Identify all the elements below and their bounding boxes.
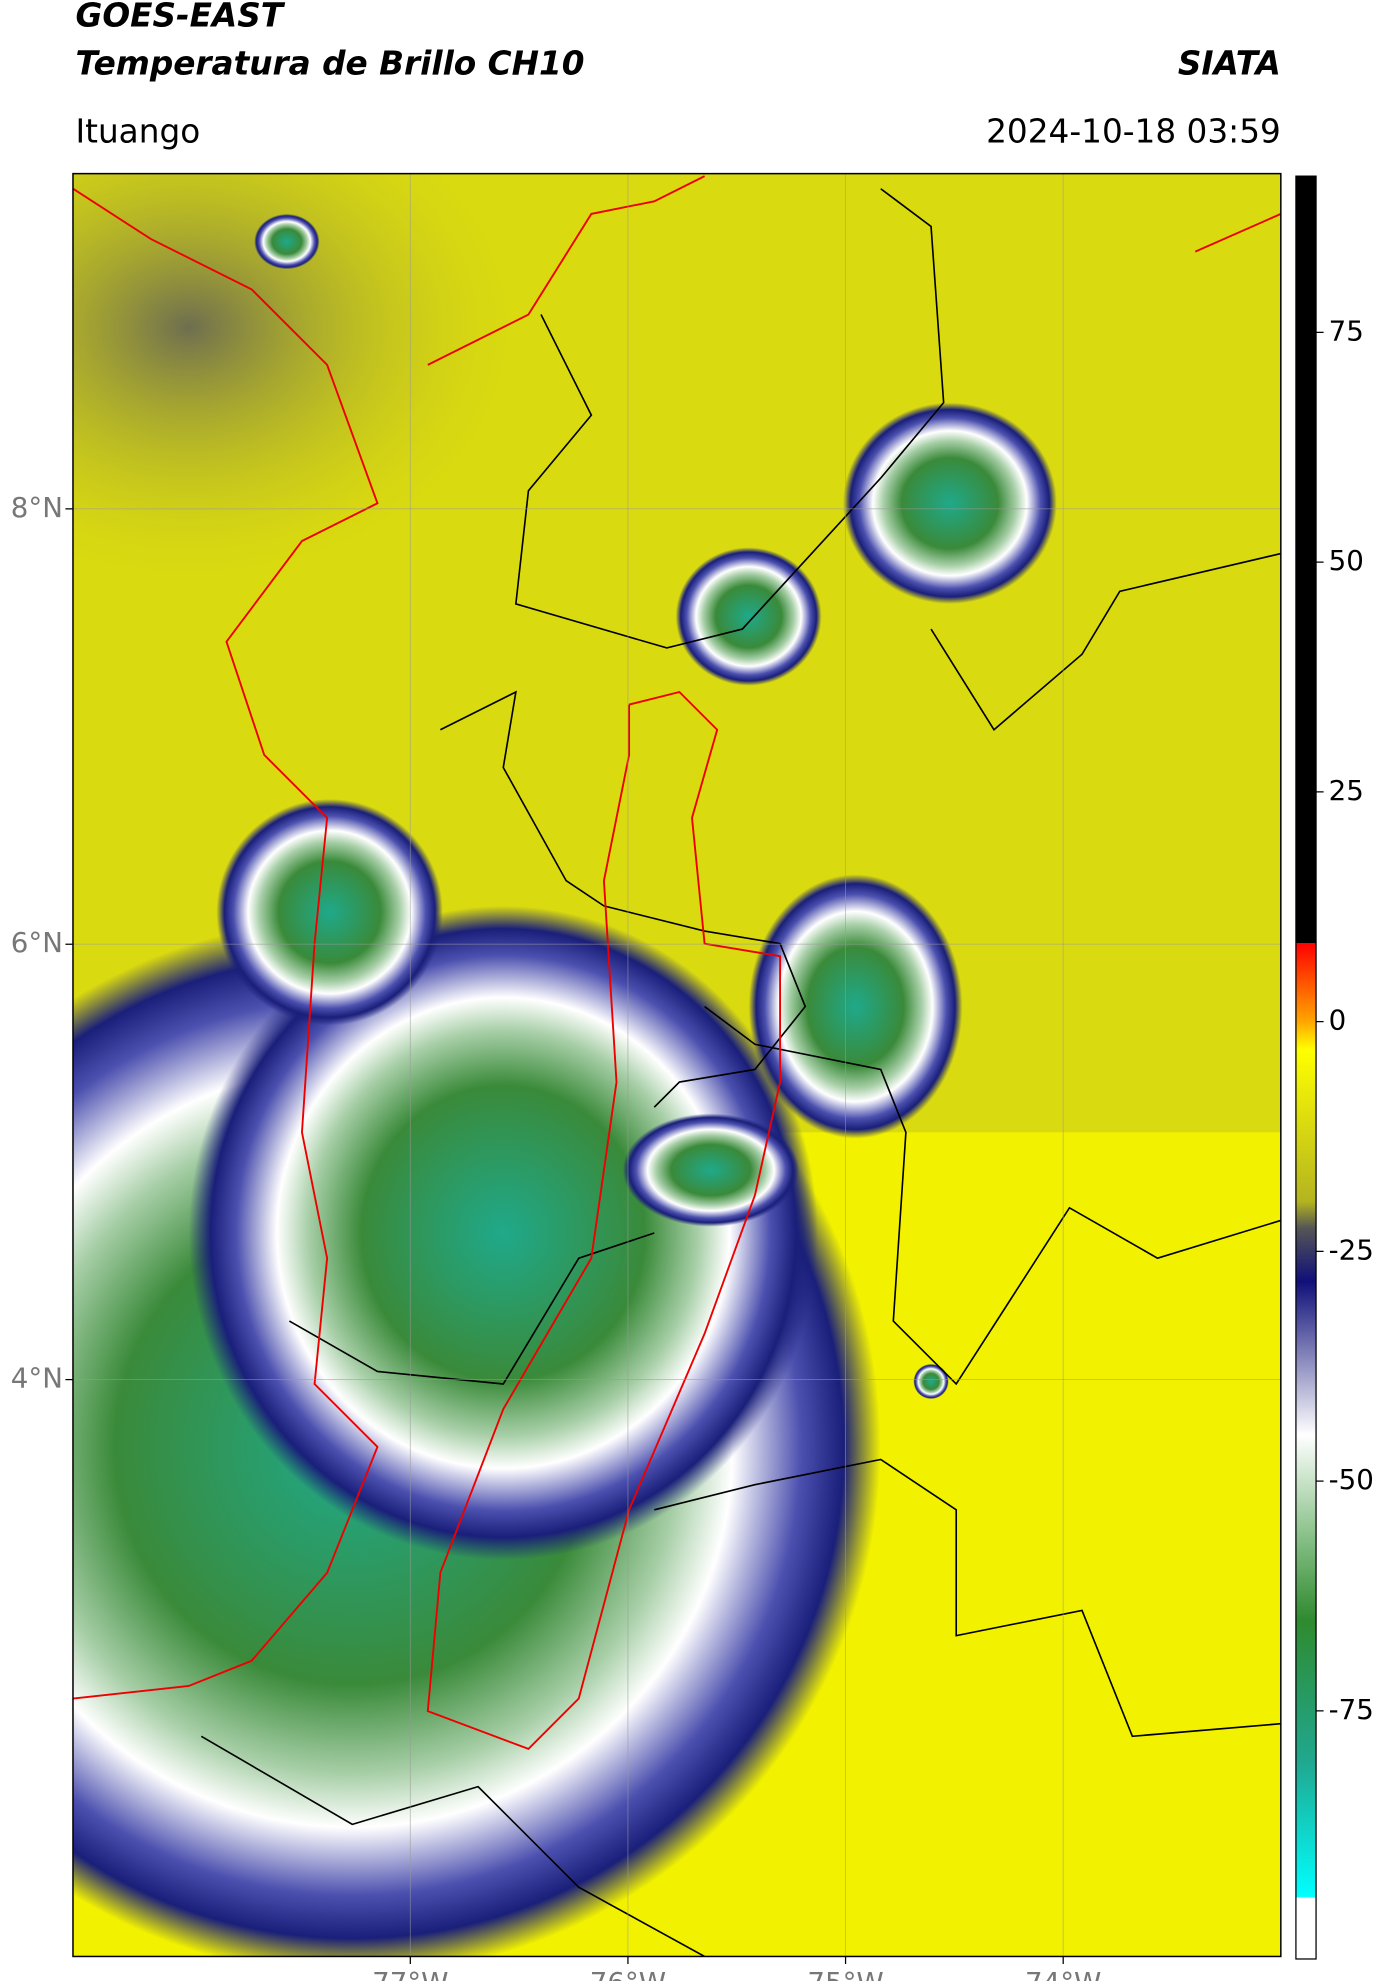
x-tick-label: 75°W xyxy=(807,1966,883,1981)
colorbar-tick-label: 0 xyxy=(1329,1004,1347,1037)
colorbar-tick-label: 75 xyxy=(1329,314,1364,347)
x-tick-label: 77°W xyxy=(372,1966,448,1981)
map-grid xyxy=(72,173,1281,1957)
y-tick-label: 4°N xyxy=(11,1362,63,1395)
x-tick-label: 74°W xyxy=(1025,1966,1101,1981)
subtitle: Temperatura de Brillo CH10 xyxy=(75,44,584,82)
y-tick-label: 6°N xyxy=(11,926,63,959)
map-image xyxy=(72,173,1281,1957)
colorbar-tick-label: -75 xyxy=(1329,1693,1374,1726)
timestamp: 2024-10-18 03:59 xyxy=(986,112,1281,150)
colorbar-tick-label: 50 xyxy=(1329,544,1364,577)
map-frame xyxy=(72,172,1282,1958)
colorbar-tick-label: -50 xyxy=(1329,1463,1374,1496)
title: GOES-EAST xyxy=(75,0,285,35)
x-tick-label: 76°W xyxy=(590,1966,666,1981)
colorbar xyxy=(1295,175,1317,1960)
y-tick-label: 8°N xyxy=(11,491,63,524)
agency: SIATA xyxy=(1178,44,1281,82)
colorbar-tick-label: -25 xyxy=(1329,1233,1374,1266)
location: Ituango xyxy=(75,112,200,150)
colorbar-tick-label: 25 xyxy=(1329,774,1364,807)
